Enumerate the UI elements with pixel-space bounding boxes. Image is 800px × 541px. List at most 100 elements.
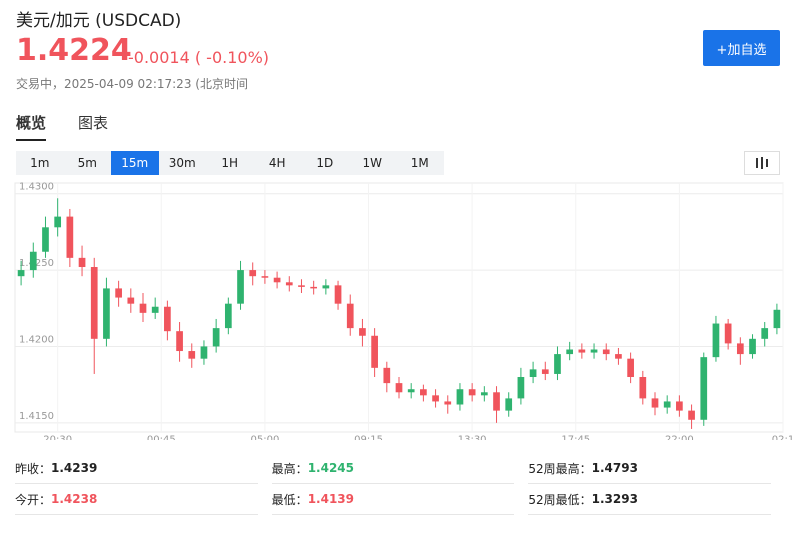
stat-row: 昨收： 1.4239 最高： 1.4245 52周最高： 1.4793 [15, 453, 785, 484]
candle-body [115, 288, 122, 298]
candle-body [78, 257, 86, 268]
candle-body [298, 285, 305, 287]
candle-body [334, 285, 342, 304]
candle-body [529, 369, 537, 378]
candle-body [103, 288, 110, 339]
candle-body [310, 286, 318, 289]
add-watchlist-button[interactable]: +加自选 [703, 30, 780, 66]
candle-body [541, 369, 549, 374]
candle-body [212, 328, 220, 347]
candle-body [554, 354, 561, 374]
candle-body [188, 351, 196, 359]
change: -0.0014 ( -0.10%) [128, 48, 270, 67]
candle-body [90, 267, 98, 339]
interval-button[interactable]: 1M [410, 156, 429, 170]
candle-body [383, 367, 391, 384]
y-tick-label: 1.4300 [19, 182, 54, 193]
candle-body [420, 389, 427, 396]
candle-body [66, 216, 74, 258]
x-tick-label: 02:1 [772, 434, 794, 440]
chart: 1.43001.42501.42001.415020:3000:4505:000… [14, 182, 794, 440]
interval-button[interactable]: 1m [30, 156, 50, 170]
candle-body [432, 395, 439, 402]
candle-body [505, 398, 513, 411]
candle-body [676, 401, 683, 411]
candle-body [724, 323, 732, 344]
interval-button[interactable]: 15m [111, 151, 159, 175]
candle-body [773, 309, 781, 329]
candle-body [444, 401, 452, 405]
stat: 最高： 1.4245 [271, 453, 515, 484]
candle-body [29, 251, 37, 271]
stat-label: 52周最高： [528, 461, 592, 476]
interval-button[interactable]: 1H [221, 156, 239, 170]
candle-icon [756, 157, 768, 169]
candle-body [151, 306, 159, 313]
x-tick-label: 17:45 [561, 434, 590, 440]
stat-value: 1.4239 [51, 461, 98, 475]
stat-label: 昨收： [15, 461, 52, 476]
y-tick-label: 1.4150 [19, 411, 54, 422]
candle-body [200, 346, 208, 359]
candle-body [615, 354, 622, 359]
candle-body [249, 270, 257, 277]
tab[interactable]: 概览 [16, 112, 47, 141]
stat-value: 1.4245 [307, 461, 354, 475]
candle-body [736, 343, 744, 355]
interval-button[interactable]: 5m [77, 156, 97, 170]
stat-label: 52周最低： [528, 492, 592, 507]
candle-body [480, 392, 488, 396]
candle-body [261, 276, 269, 278]
price: 1.4224 [16, 33, 132, 68]
stat: 今开： 1.4238 [15, 484, 258, 515]
candle-body [407, 389, 415, 393]
stat: 昨收： 1.4239 [15, 453, 258, 484]
stat-label: 最低： [271, 492, 308, 507]
candle-body [237, 270, 244, 304]
candle-body [224, 303, 232, 329]
status: 交易中，2025-04-09 02:17:23 (北京时间 [16, 77, 248, 91]
candle-body [54, 216, 62, 228]
stat-value: 1.4793 [591, 461, 638, 475]
interval-button[interactable]: 1W [362, 156, 383, 170]
candle-body [517, 377, 525, 399]
candle-body [590, 349, 598, 353]
candle-body [639, 377, 647, 399]
candle-body [164, 306, 171, 332]
candle-body [127, 297, 135, 304]
x-tick-label: 13:30 [458, 434, 487, 440]
candle-body [651, 398, 659, 408]
stat-label: 最高： [271, 461, 308, 476]
stat: 52周最低： 1.3293 [528, 484, 772, 515]
candle-body [273, 277, 281, 283]
tab[interactable]: 图表 [78, 114, 109, 132]
x-tick-label: 22:00 [665, 434, 694, 440]
stat-row: 今开： 1.4238 最低： 1.4139 52周最低： 1.3293 [15, 484, 785, 515]
stat: 最低： 1.4139 [271, 484, 515, 515]
candle-body [761, 328, 769, 339]
candle-body [566, 349, 574, 355]
stat-value: 1.4238 [51, 492, 98, 506]
candle-body [346, 303, 354, 329]
x-tick-label: 20:30 [43, 434, 72, 440]
candle-body [176, 331, 183, 352]
candle-body [700, 357, 708, 420]
interval-button[interactable]: 1D [316, 156, 334, 170]
interval-button[interactable]: 30m [168, 156, 196, 170]
interval-button[interactable]: 4H [268, 156, 286, 170]
title: 美元/加元 (USDCAD) [16, 11, 182, 31]
candle-body [627, 358, 634, 378]
stat-value: 1.4139 [307, 492, 354, 506]
candle-body [712, 323, 720, 358]
candle-body [395, 383, 403, 393]
y-tick-label: 1.4200 [19, 334, 54, 345]
candle-body [42, 227, 49, 252]
candle-body [371, 335, 378, 368]
candle-body [663, 401, 671, 408]
chart-type-button[interactable] [744, 151, 780, 175]
x-tick-label: 00:45 [147, 434, 176, 440]
x-tick-label: 09:15 [354, 434, 383, 440]
candle-body [359, 328, 366, 336]
candle-body [688, 410, 695, 420]
